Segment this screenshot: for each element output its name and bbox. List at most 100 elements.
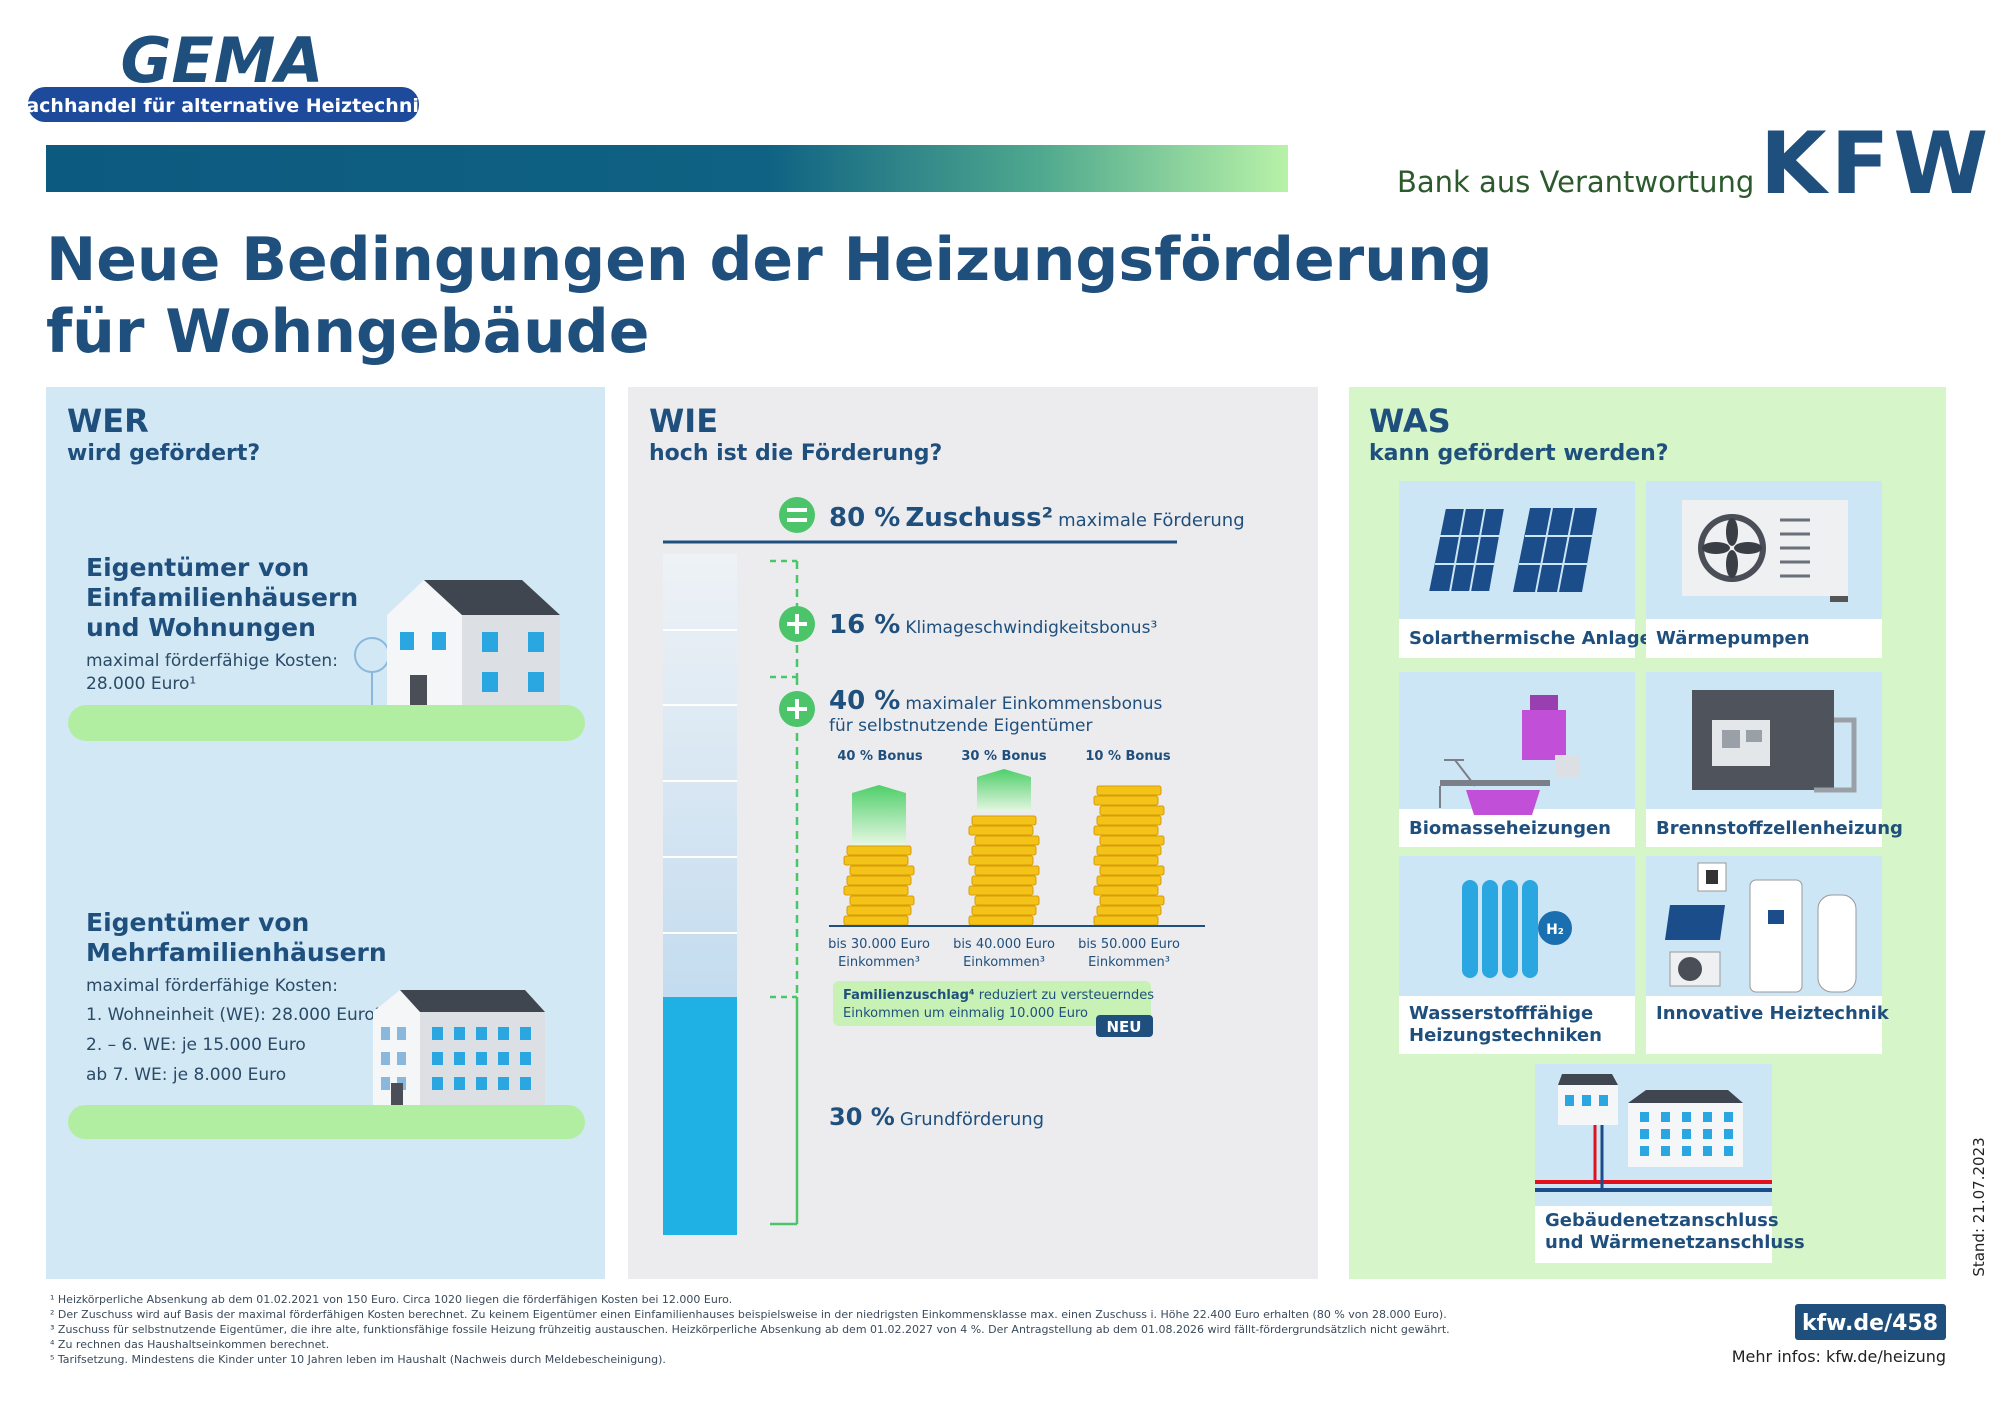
icon-shape — [387, 580, 462, 615]
plus-bar — [795, 614, 799, 634]
window — [1724, 1146, 1733, 1156]
icon-shape — [1449, 507, 1466, 593]
coin — [1096, 905, 1162, 916]
coin — [846, 875, 912, 886]
coin — [843, 915, 909, 926]
icon-shape — [663, 629, 737, 934]
icon-shape — [391, 1083, 403, 1105]
window — [1640, 1146, 1649, 1156]
window — [1703, 1129, 1712, 1139]
window — [520, 1077, 531, 1090]
coin — [849, 865, 915, 876]
icon-shape — [1513, 508, 1597, 592]
panel-wer — [46, 387, 605, 1279]
tile-label: Biomasseheizungen — [1409, 818, 1611, 839]
icon-shape — [432, 632, 446, 650]
icon-shape — [1538, 911, 1572, 945]
icon-shape — [1462, 880, 1538, 978]
slogan: Bank aus Verantwortung — [1397, 165, 1754, 199]
window — [1703, 1112, 1712, 1122]
footnote: ⁴ Zu rechnen das Haushaltseinkommen bere… — [50, 1338, 329, 1351]
icon-shape — [1555, 755, 1579, 777]
logo-tagline: Fachhandel für alternative Heiztechnik — [14, 95, 431, 117]
coin — [1096, 875, 1162, 886]
icon-shape — [68, 705, 585, 741]
icon-shape — [1628, 1090, 1743, 1103]
coin — [1093, 855, 1159, 866]
window — [1640, 1112, 1649, 1122]
footnote: ³ Zuschuss für selbstnutzende Eigentümer… — [50, 1323, 1450, 1336]
tile-label: Gebäudenetzanschluss — [1545, 1210, 1779, 1231]
coin — [846, 905, 912, 916]
coin — [971, 815, 1037, 826]
icon-shape — [1678, 957, 1702, 981]
group-line: maximal förderfähige Kosten: — [86, 651, 338, 671]
window — [432, 1027, 443, 1040]
window — [397, 1052, 406, 1065]
total-line: 80 % Zuschuss² maximale Förderung — [829, 503, 1245, 533]
new-badge — [1096, 1015, 1153, 1037]
window — [476, 1027, 487, 1040]
icon-shape — [1702, 518, 1762, 578]
income-percent: 40 % — [829, 686, 900, 716]
icon-shape — [1746, 730, 1762, 742]
window — [1682, 1146, 1691, 1156]
coin — [843, 885, 909, 896]
icon-shape — [1399, 481, 1635, 619]
panel-heading: WAS — [1369, 402, 1451, 440]
icon-shape — [1440, 780, 1550, 786]
coin — [843, 855, 909, 866]
window — [1565, 1095, 1574, 1106]
total-note: maximale Förderung — [1058, 510, 1245, 531]
icon-shape — [424, 580, 560, 615]
coin — [1093, 825, 1159, 836]
subsidy-column — [663, 554, 737, 998]
window — [454, 1027, 465, 1040]
window — [1724, 1129, 1733, 1139]
apartment-icon — [68, 990, 585, 1139]
bonus-unit: Einkommen³ — [1088, 955, 1170, 970]
window — [397, 1027, 406, 1040]
base-line: 30 % Grundförderung — [829, 1103, 1044, 1131]
window — [1599, 1095, 1608, 1106]
base-segment — [663, 997, 737, 1235]
bonus-label: 10 % Bonus — [1085, 749, 1171, 764]
icon-shape — [1706, 870, 1718, 884]
icon-shape — [1522, 710, 1566, 760]
title-line: für Wohngebäude — [46, 297, 649, 367]
icon-shape — [381, 1027, 531, 1090]
window — [520, 1052, 531, 1065]
icon-shape — [1399, 672, 1635, 809]
window — [498, 1077, 509, 1090]
bonus-top — [977, 769, 1031, 812]
new-badge-text: NEU — [1107, 1018, 1142, 1036]
family-line: Familienzuschlag⁴ reduziert zu versteuer… — [843, 988, 1154, 1003]
icon-shape — [1734, 542, 1762, 554]
icon-shape — [462, 615, 560, 705]
bonus-limit: bis 30.000 Euro — [828, 937, 930, 952]
tile: Biomasseheizungen — [1399, 672, 1635, 847]
tile-label: Wasserstofffähige — [1409, 1003, 1593, 1024]
icon-shape — [1830, 596, 1848, 602]
window — [1582, 1095, 1591, 1106]
icon-shape — [1454, 759, 1476, 787]
coin — [1096, 785, 1162, 796]
window — [432, 1052, 443, 1065]
icon-shape — [843, 769, 1165, 926]
group-line: maximal förderfähige Kosten: — [86, 976, 338, 996]
window — [498, 1052, 509, 1065]
coin — [971, 845, 1037, 856]
bonus-unit: Einkommen³ — [838, 955, 920, 970]
tile: Brennstoffzellenheizung — [1646, 672, 1903, 847]
window — [381, 1052, 390, 1065]
group-title: und Wohnungen — [86, 613, 316, 642]
icon-shape — [1535, 1188, 1772, 1192]
icon-shape — [1702, 542, 1730, 554]
window — [1661, 1146, 1670, 1156]
window — [1682, 1129, 1691, 1139]
window — [1703, 1146, 1712, 1156]
link: kfw.de/458 — [1802, 1311, 1938, 1336]
tile-label: Brennstoffzellenheizung — [1656, 818, 1903, 839]
window — [1661, 1112, 1670, 1122]
